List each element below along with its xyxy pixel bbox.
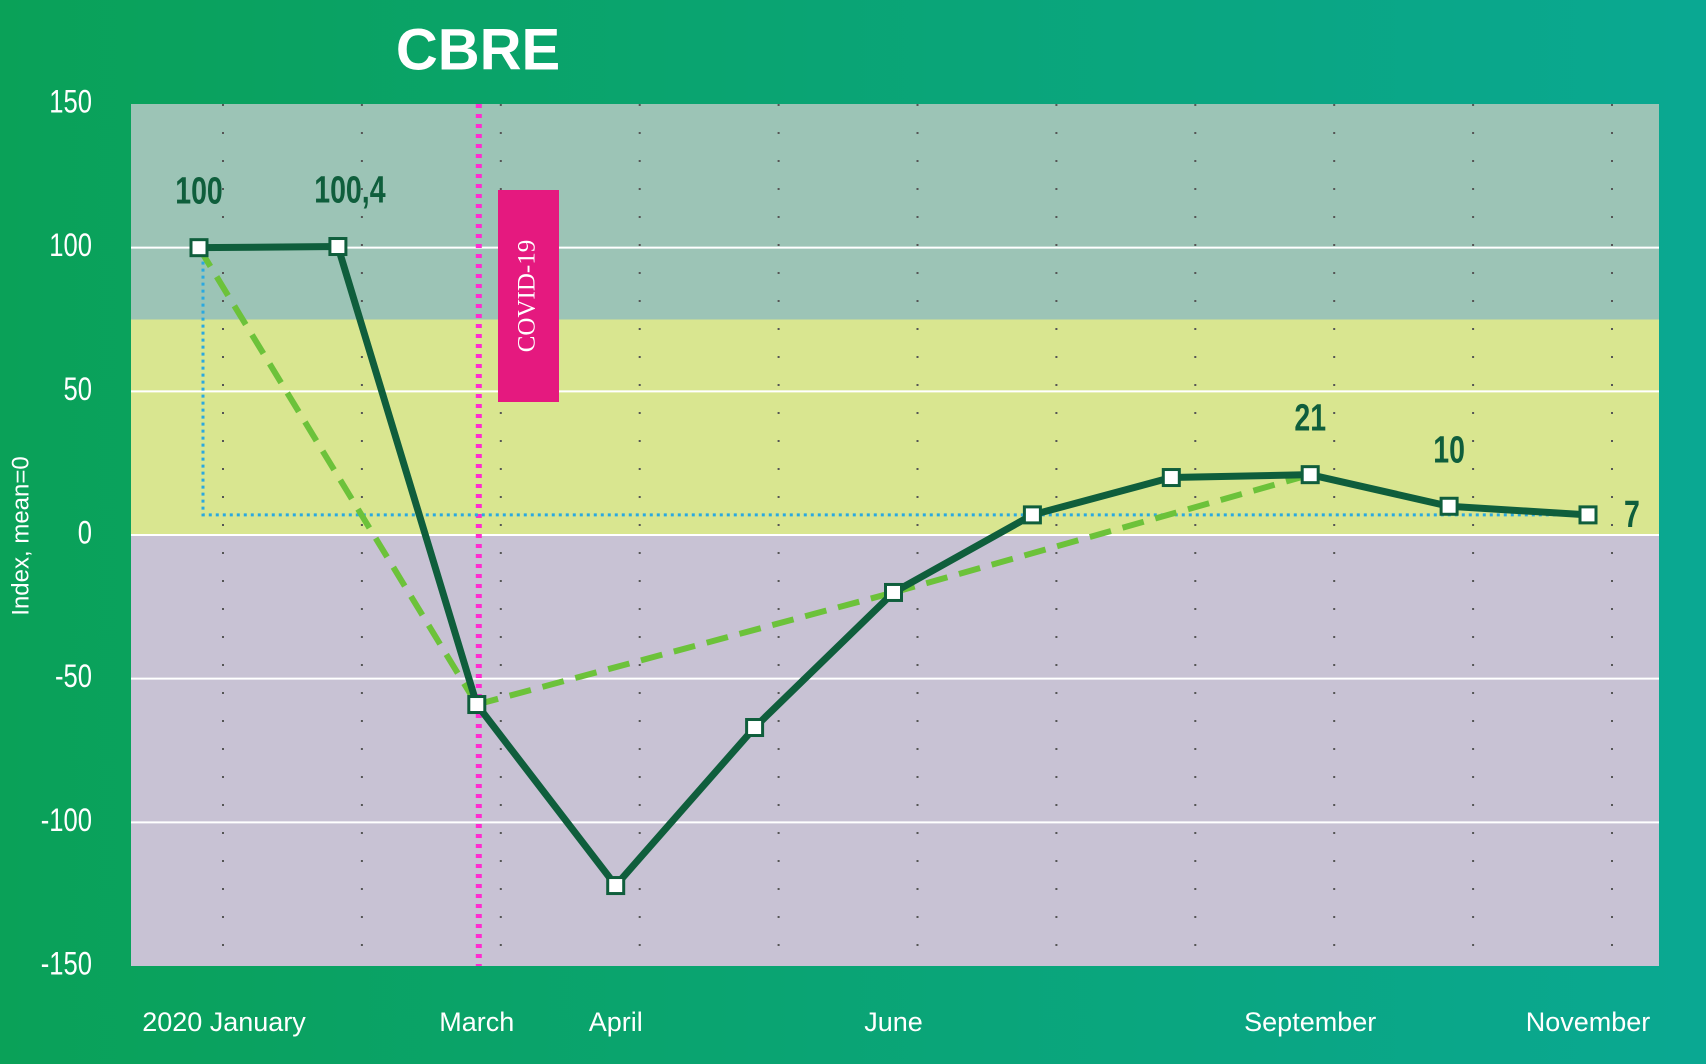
x-tick-label: April bbox=[589, 1007, 643, 1037]
data-label: 100,4 bbox=[314, 170, 386, 212]
y-tick-label: -50 bbox=[55, 660, 92, 695]
data-label: 10 bbox=[1433, 429, 1465, 471]
point-marker bbox=[884, 582, 903, 602]
x-tick-label: March bbox=[439, 1007, 514, 1037]
y-tick-label: -100 bbox=[41, 803, 92, 838]
data-label: 100 bbox=[175, 171, 223, 213]
band bbox=[131, 104, 1659, 320]
point-marker bbox=[1161, 468, 1181, 488]
x-tick-label: September bbox=[1244, 1007, 1376, 1037]
band bbox=[131, 535, 1659, 966]
y-tick-label: 0 bbox=[78, 516, 92, 551]
point-marker bbox=[467, 695, 487, 715]
y-axis-label: Index, mean=0 bbox=[7, 456, 34, 615]
x-tick-label: June bbox=[864, 1007, 923, 1037]
reference-line bbox=[201, 247, 1588, 517]
covid-label: COVID-19 bbox=[514, 240, 541, 353]
y-tick-label: -150 bbox=[41, 947, 92, 982]
covid-box bbox=[498, 190, 559, 402]
point-marker bbox=[1300, 465, 1320, 485]
data-label: 7 bbox=[1624, 494, 1640, 536]
x-tick-label: November bbox=[1526, 1007, 1651, 1037]
x-tick-label: 2020 January bbox=[142, 1007, 306, 1037]
y-tick-label: 150 bbox=[49, 85, 92, 120]
point-marker bbox=[189, 238, 209, 258]
y-tick-label: 50 bbox=[64, 372, 92, 407]
point-marker bbox=[745, 718, 765, 738]
trend-segment bbox=[196, 246, 480, 707]
point-marker bbox=[1022, 505, 1042, 525]
chart-title: CBRE bbox=[396, 17, 560, 82]
trend-segment bbox=[892, 471, 1312, 596]
y-tick-label: 100 bbox=[49, 229, 92, 264]
point-marker bbox=[328, 237, 348, 257]
point-marker bbox=[1439, 496, 1459, 516]
data-label: 21 bbox=[1294, 398, 1326, 440]
point-marker bbox=[606, 876, 626, 896]
trend-segment bbox=[476, 589, 895, 708]
point-marker bbox=[1578, 505, 1598, 525]
